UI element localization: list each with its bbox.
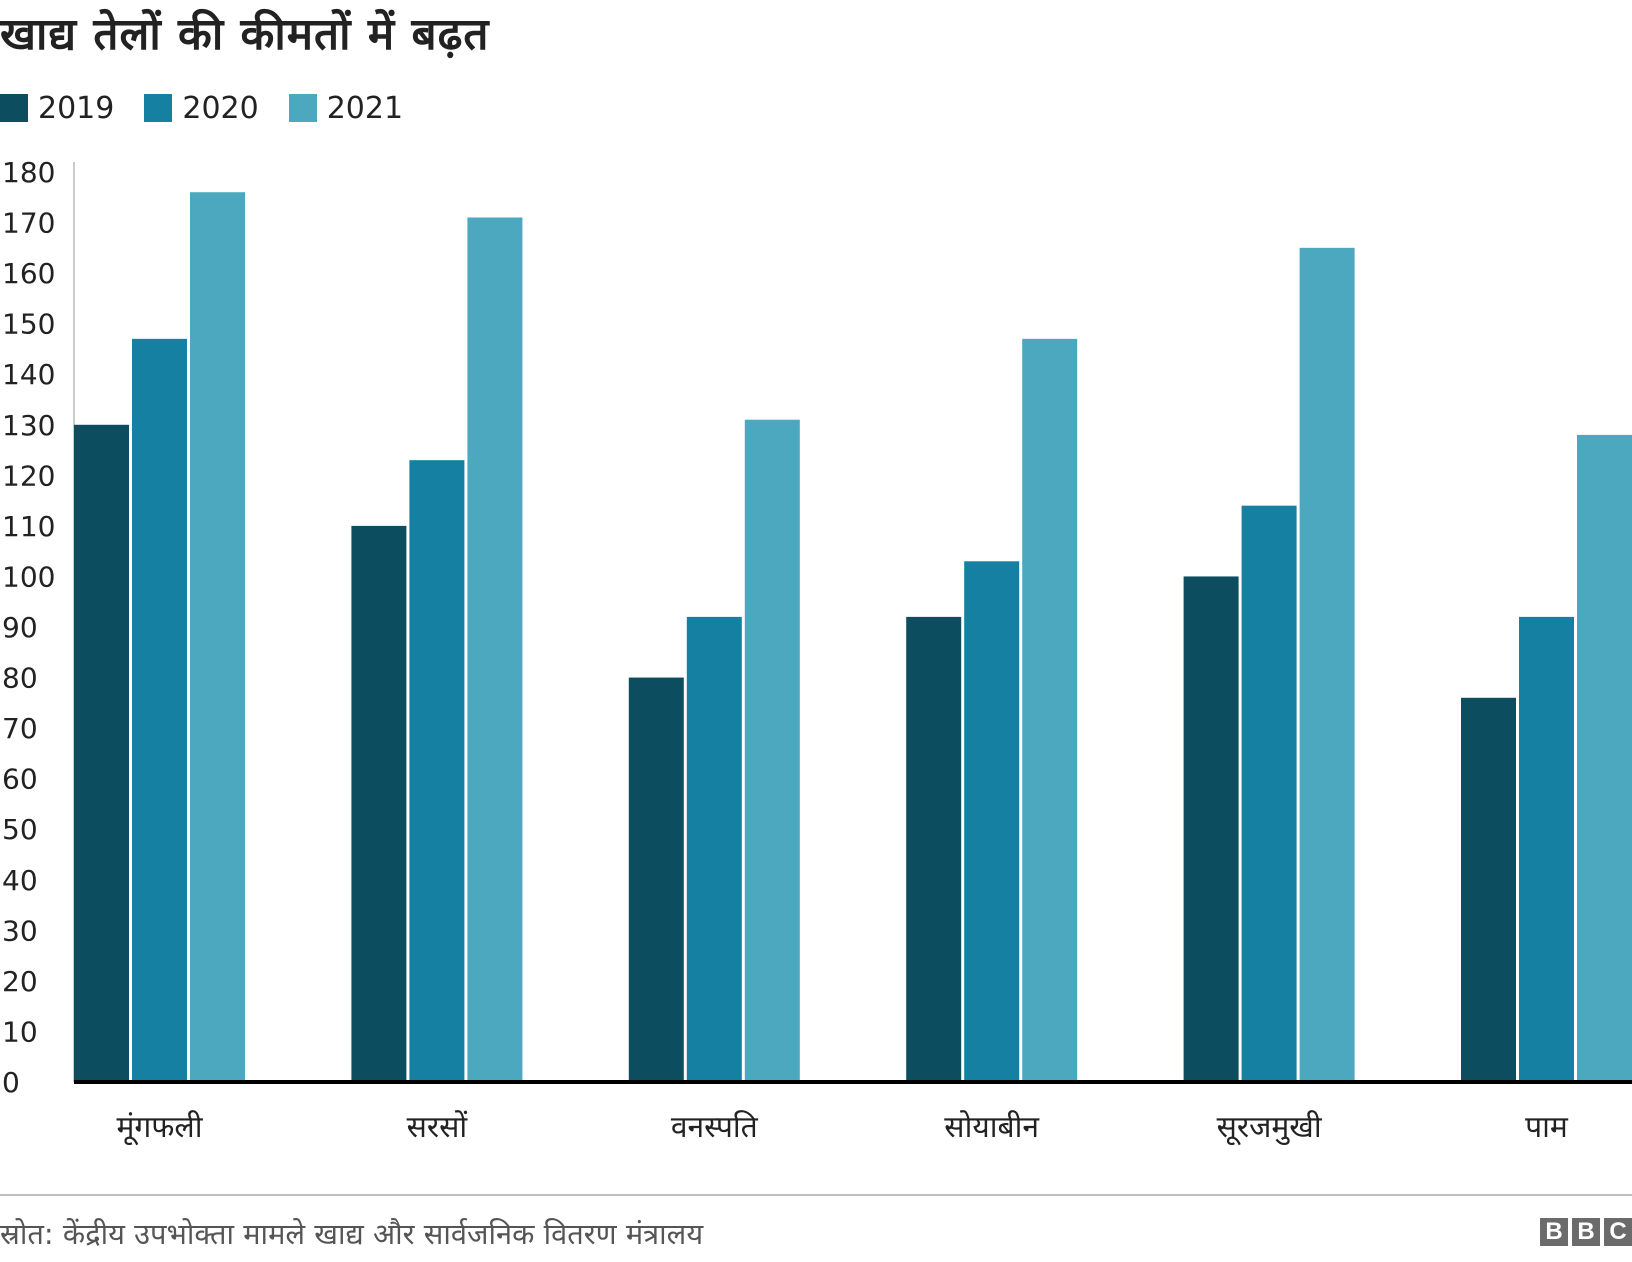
legend-swatch-2021 [288,94,317,122]
bar-2019 [351,525,407,1082]
bar-2021 [467,217,523,1082]
source-note: स्रोत: केंद्रीय उपभोक्ता मामले खाद्य और … [0,1217,704,1251]
y-tick-label: 110 [2,510,55,543]
bar-chart: 0 10 20 30 40 50 60 70 80 90 100 110 120 130 140 150 160… [2,156,1632,1146]
x-tick-label: सोयाबीन [944,1110,1040,1145]
y-tick-label: 180 [2,156,55,189]
y-tick-label: 60 [2,763,38,796]
legend-swatch-2020 [144,94,173,122]
x-tick-label: सरसों [407,1110,469,1145]
bar-2020 [132,338,187,1082]
x-tick-label: पाम [1525,1110,1569,1145]
x-tick-label: वनस्पति [671,1110,759,1145]
y-tick-label: 10 [2,1015,38,1048]
bar-2020 [1519,616,1574,1082]
bar-2019 [1461,697,1516,1082]
bar-2020 [1241,505,1297,1083]
y-tick-label: 50 [2,813,38,846]
y-tick-label: 0 [2,1066,20,1099]
y-tick-label: 140 [2,358,55,391]
bar-2019 [1183,576,1239,1082]
y-tick-label: 70 [2,712,38,745]
bar-2021 [1299,247,1355,1083]
legend-label-2021: 2021 [326,90,404,126]
bar-2021 [744,419,800,1082]
y-tick-label: 120 [2,459,55,492]
y-tick-label: 100 [2,560,55,593]
legend-label-2019: 2019 [38,90,115,126]
footer-divider [0,1194,1632,1196]
bar-2019 [628,677,684,1082]
legend-item-2021: 2021 [288,90,404,126]
bbc-logo-block: B [1540,1218,1568,1246]
bar-2020 [686,616,742,1082]
bar-2020 [964,561,1020,1082]
bar-2021 [1022,338,1078,1082]
y-tick-label: 130 [2,409,55,442]
bar-2021 [190,192,245,1082]
y-tick-label: 170 [2,207,55,240]
bar-2019 [74,424,129,1082]
y-tick-label: 90 [2,611,38,644]
y-tick-label: 150 [2,308,55,341]
y-tick-label: 80 [2,662,38,695]
legend-item-2020: 2020 [144,90,259,126]
x-tick-label: मूंगफली [116,1110,203,1146]
bar-2021 [1577,434,1632,1082]
legend: 2019 2020 2021 [0,88,433,128]
y-tick-label: 40 [2,864,38,897]
x-tick-label: सूरजमुखी [1217,1110,1323,1146]
bar-2020 [409,460,465,1083]
legend-swatch-2019 [0,94,28,122]
y-tick-label: 20 [2,965,38,998]
chart-title: खाद्य तेलों की कीमतों में बढ़त [0,9,490,60]
bbc-logo-block: B [1572,1218,1600,1246]
bar-2019 [906,616,962,1082]
legend-label-2020: 2020 [182,90,259,126]
y-tick-label: 30 [2,914,38,947]
legend-item-2019: 2019 [0,91,114,126]
y-tick-label: 160 [2,257,55,290]
bbc-logo-block: C [1604,1218,1632,1246]
bbc-logo: B B C [1536,1218,1632,1246]
